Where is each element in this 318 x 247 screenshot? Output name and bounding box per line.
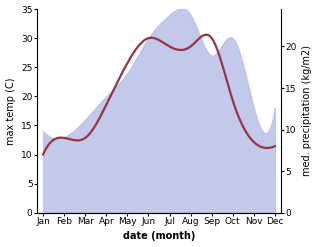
Y-axis label: max temp (C): max temp (C) <box>5 77 16 145</box>
X-axis label: date (month): date (month) <box>123 231 195 242</box>
Y-axis label: med. precipitation (kg/m2): med. precipitation (kg/m2) <box>302 45 313 176</box>
